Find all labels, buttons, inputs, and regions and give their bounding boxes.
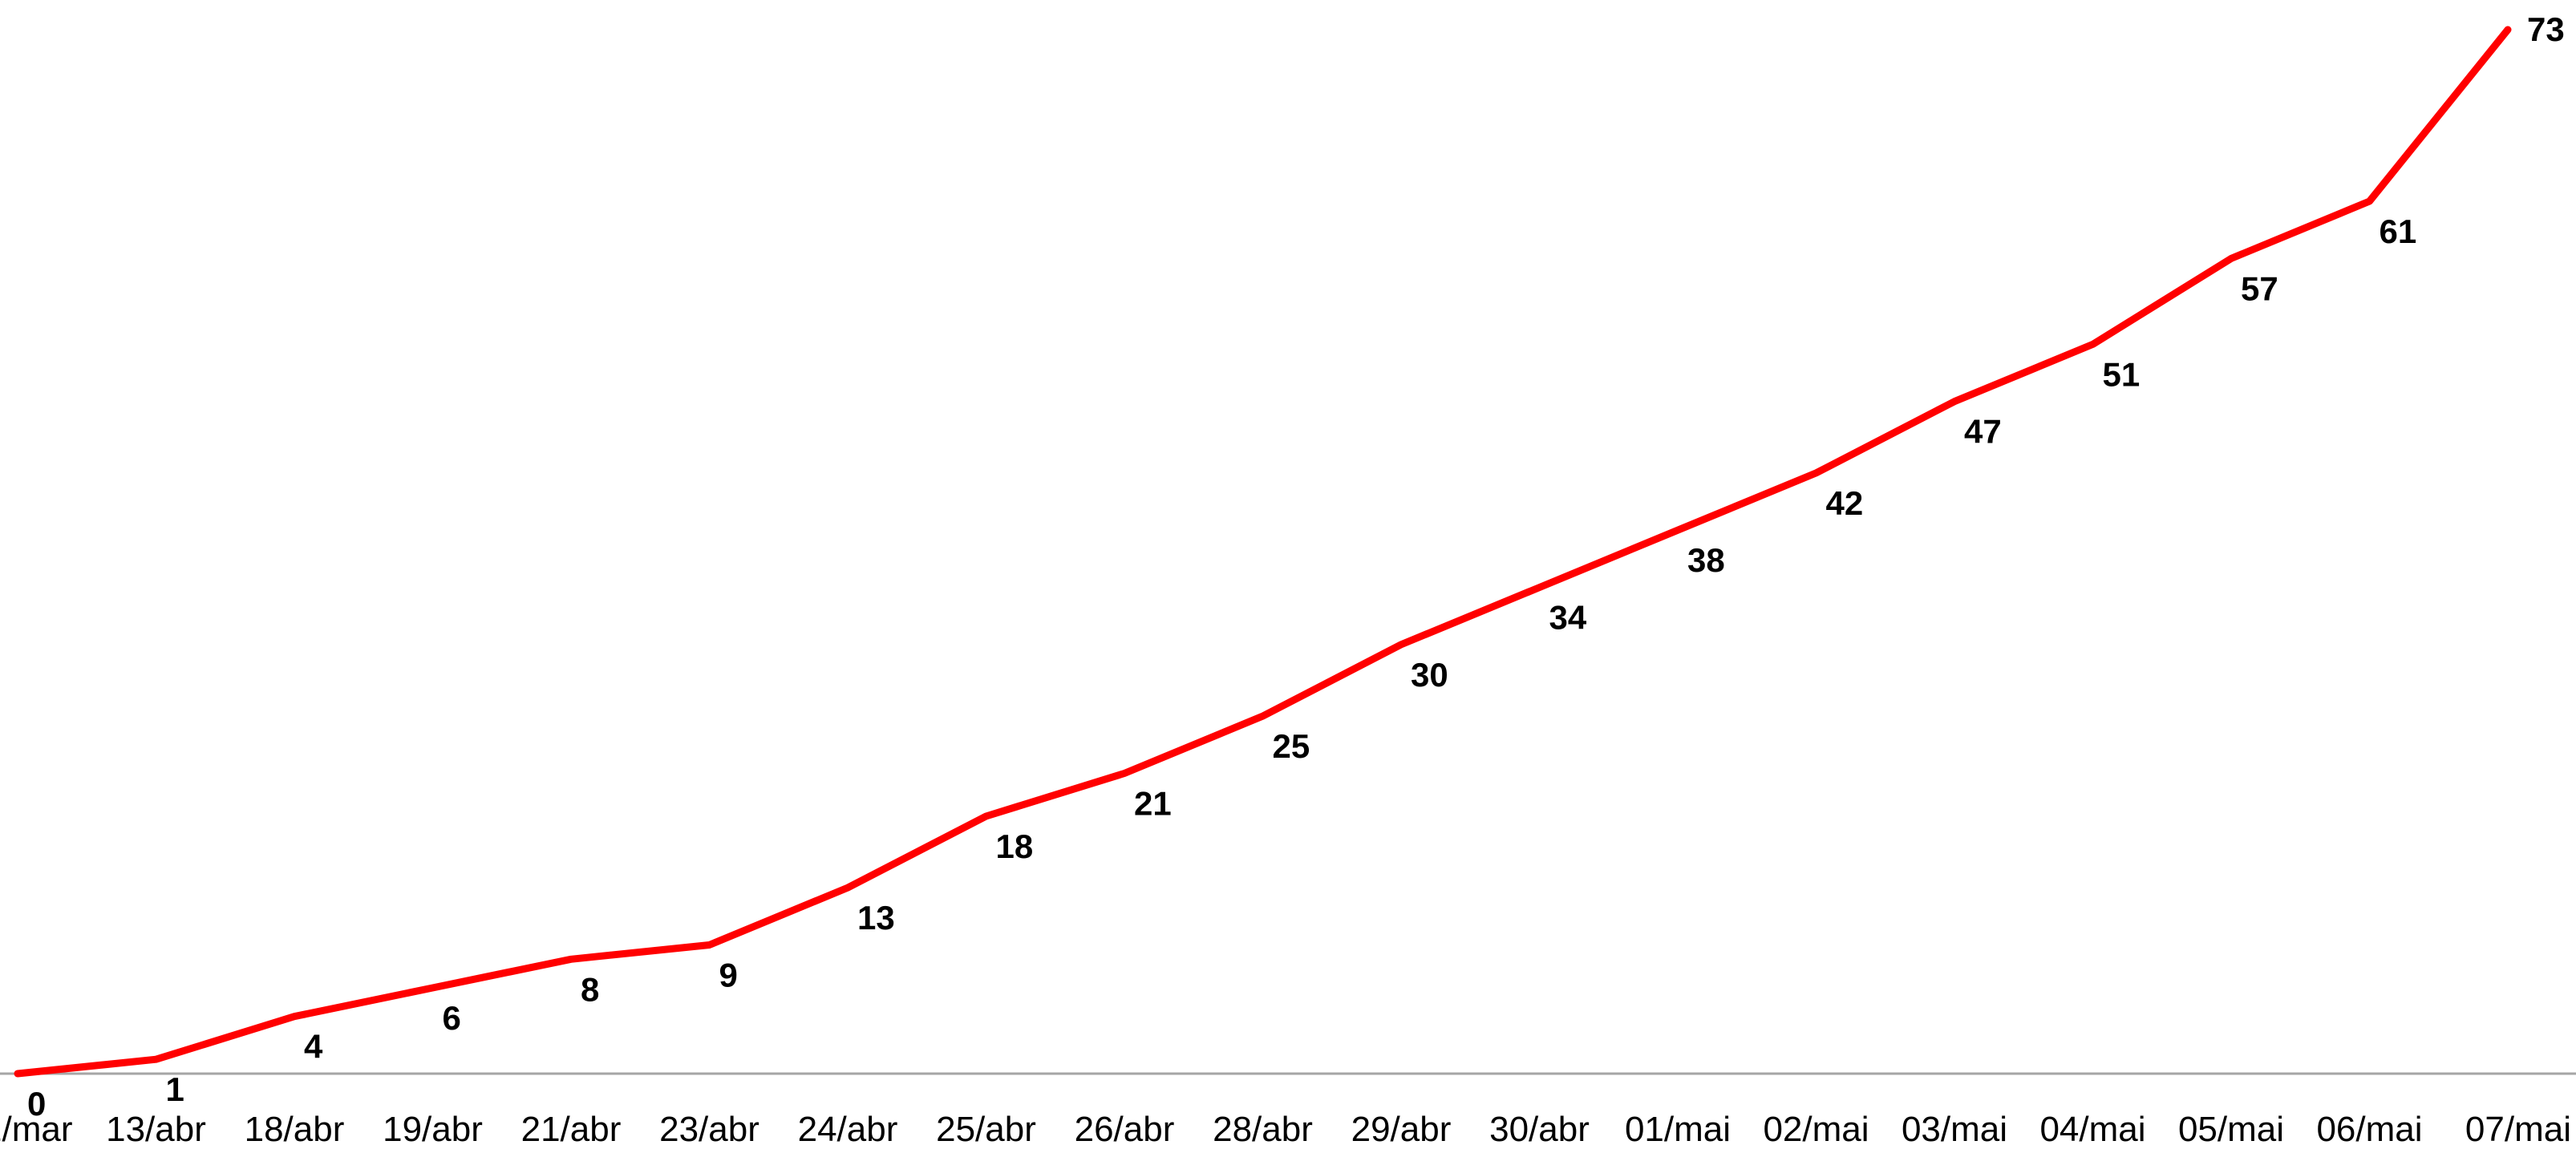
data-label: 9 [719, 957, 738, 994]
series-layer [14, 26, 2512, 1078]
x-tick-label: 30/abr [1489, 1110, 1590, 1149]
data-label: 25 [1273, 727, 1310, 765]
data-label: 73 [2527, 10, 2565, 48]
data-label: 1 [166, 1070, 184, 1108]
x-tick-label: 01/mai [1625, 1110, 1731, 1149]
data-label: 8 [581, 970, 599, 1008]
data-label: 0 [27, 1085, 46, 1123]
x-tick-label: 04/mai [2039, 1110, 2145, 1149]
x-tick-label: 02/mai [1763, 1110, 1869, 1149]
x-tick-label: 29/abr [1351, 1110, 1452, 1149]
data-label: 47 [1964, 413, 2002, 451]
data-label: 61 [2380, 212, 2417, 250]
data-label: 57 [2241, 269, 2278, 307]
x-tick-label: 24/abr [798, 1110, 898, 1149]
x-tick-label: 23/abr [659, 1110, 759, 1149]
data-label: 30 [1411, 656, 1448, 694]
x-tick-label: 18/abr [245, 1110, 345, 1149]
data-label: 34 [1549, 599, 1587, 637]
data-label: 51 [2103, 355, 2141, 393]
x-tick-labels: 12/mar 13/abr 18/abr 19/abr 21/abr 23/abr 24/a… [0, 1110, 2571, 1149]
data-labels: 0 1 4 6 8 9 13 18 21 25 30 34 38 42 47 51 57 61 73 [27, 10, 2565, 1123]
x-tick-label: 05/mai [2178, 1110, 2284, 1149]
x-tick-label: 07/mai [2465, 1110, 2571, 1149]
x-tick-label: 21/abr [521, 1110, 622, 1149]
x-tick-label: 26/abr [1075, 1110, 1175, 1149]
x-tick-label: 06/mai [2316, 1110, 2422, 1149]
x-tick-label: 03/mai [1902, 1110, 2007, 1149]
x-tick-label: 25/abr [936, 1110, 1036, 1149]
x-tick-label: 19/abr [383, 1110, 483, 1149]
data-label: 18 [996, 827, 1034, 865]
data-label: 21 [1134, 785, 1172, 823]
x-tick-label: 28/abr [1213, 1110, 1313, 1149]
data-label: 42 [1826, 484, 1864, 522]
data-label: 13 [857, 899, 895, 937]
x-tick-label: 13/abr [106, 1110, 206, 1149]
data-label: 38 [1687, 541, 1725, 579]
x-tick-label: 12/mar [0, 1110, 72, 1149]
data-label: 4 [304, 1028, 323, 1066]
series-line [14, 26, 2512, 1078]
data-label: 6 [443, 999, 461, 1037]
